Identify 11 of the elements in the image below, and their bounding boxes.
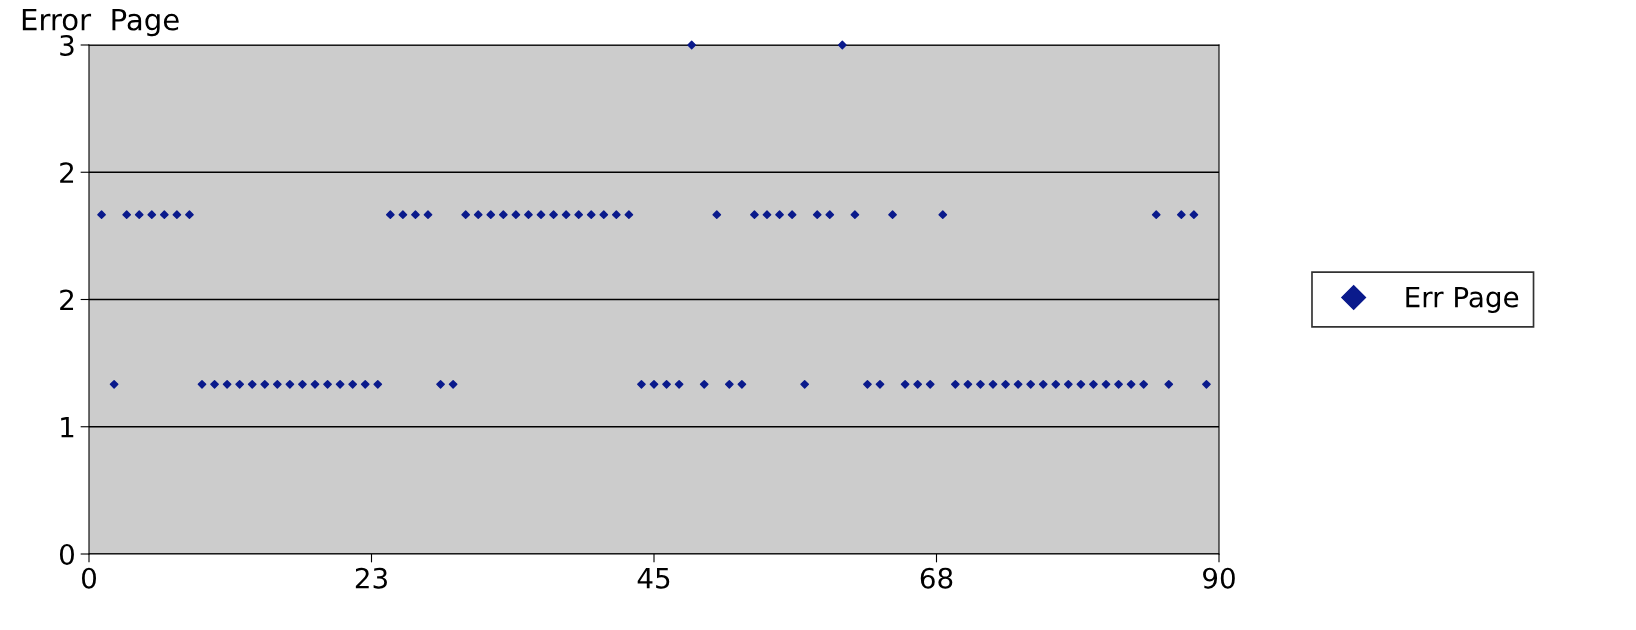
legend-label: Err Page — [1406, 286, 1519, 313]
x-tick-label: 45 — [637, 568, 670, 589]
y-tick-label: 0 — [59, 543, 74, 565]
y-tick-label: 3 — [60, 34, 74, 56]
x-tick-label: 23 — [355, 567, 387, 589]
x-tick-label: 90 — [1203, 567, 1235, 589]
x-tick-label: 68 — [920, 567, 953, 589]
y-tick-label: 2 — [60, 162, 74, 183]
y-tick-label: 1 — [61, 417, 74, 438]
x-tick-label: 0 — [81, 567, 96, 589]
y-tick-label: 2 — [60, 289, 74, 311]
